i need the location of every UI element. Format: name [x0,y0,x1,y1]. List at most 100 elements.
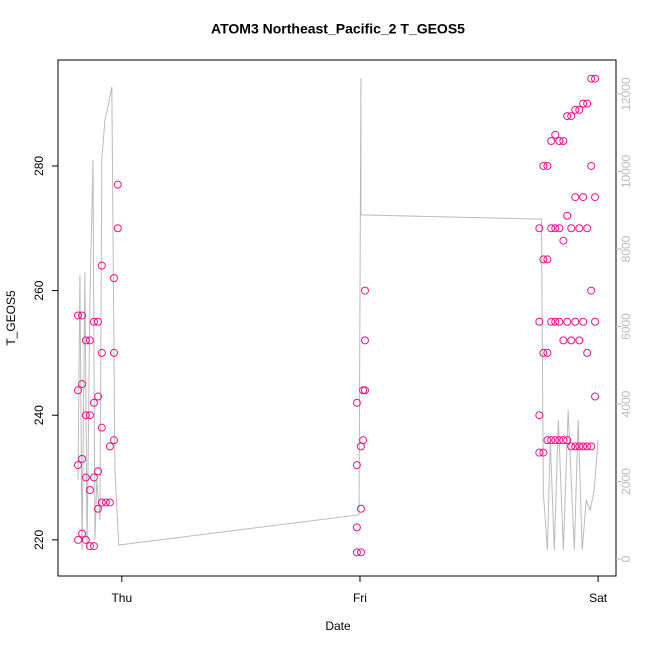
point [109,274,118,283]
point [583,348,592,357]
point [113,180,122,189]
point [81,535,90,544]
point [555,436,564,445]
point [85,486,94,494]
y-tick-label: 280 [32,156,46,176]
point [359,436,368,445]
point [583,442,592,451]
point [97,261,106,270]
point [81,473,90,482]
point [89,317,98,326]
y-tick-label: 240 [32,405,46,425]
y-tick-label: 260 [32,280,46,300]
y2-tick-label: 12000 [619,77,633,111]
point [89,542,98,551]
point [113,224,122,233]
point [81,411,90,420]
point [78,311,87,320]
point [587,161,596,170]
point [535,411,544,420]
point [575,442,584,451]
point [89,473,98,482]
y2-tick-label: 10000 [619,154,633,188]
point [591,193,600,202]
point [74,461,83,470]
point [571,317,580,326]
point [579,193,588,202]
point [571,105,580,114]
y2-tick-label: 0 [619,555,633,562]
point [81,336,90,345]
point [94,504,103,513]
point [539,448,548,457]
point [94,317,103,326]
y2-tick-label: 8000 [619,235,633,262]
point [547,224,556,233]
point [559,436,568,445]
point [579,99,588,108]
y2-tick-label: 4000 [619,390,633,417]
point [567,336,576,345]
point [551,224,560,233]
point [571,442,580,451]
point [547,137,556,146]
point [543,348,552,357]
point [591,317,600,326]
point [97,498,106,507]
point [563,436,572,445]
point [587,74,596,83]
point [563,211,572,220]
point [78,454,87,463]
point [74,311,83,320]
point [539,255,548,264]
point [535,317,544,326]
point [543,436,552,445]
point [535,224,544,233]
altitude-line [77,78,599,551]
y2-tick-label: 2000 [619,468,633,495]
point [352,398,361,407]
point [555,137,564,146]
point [551,130,560,139]
point [539,161,548,170]
point [563,112,572,121]
point [356,548,365,557]
point [559,236,568,245]
point [579,442,588,451]
point [575,224,584,233]
point [591,392,600,401]
point [352,548,361,557]
point [74,535,83,544]
point [583,224,592,233]
point [352,523,361,532]
point [555,317,564,326]
point [547,436,556,445]
point [539,348,548,357]
point [559,137,568,146]
x-axis-label: Date [325,619,351,633]
x-tick-label: Fri [353,591,367,605]
point [105,498,114,507]
point [575,336,584,345]
point [360,286,369,295]
point [567,442,576,451]
point [543,255,552,264]
point [78,529,87,538]
point [360,386,369,395]
point [575,105,584,114]
point [559,336,568,345]
point [101,498,110,507]
point [78,380,87,389]
y-tick-label: 220 [32,530,46,550]
point [97,348,106,357]
point [89,398,98,407]
point [591,74,600,83]
point [356,504,365,513]
chart-title: ATOM3 Northeast_Pacific_2 T_GEOS5 [211,21,465,37]
y2-tick-label: 6000 [619,313,633,340]
x-tick-label: Sat [589,591,608,605]
point [567,224,576,233]
